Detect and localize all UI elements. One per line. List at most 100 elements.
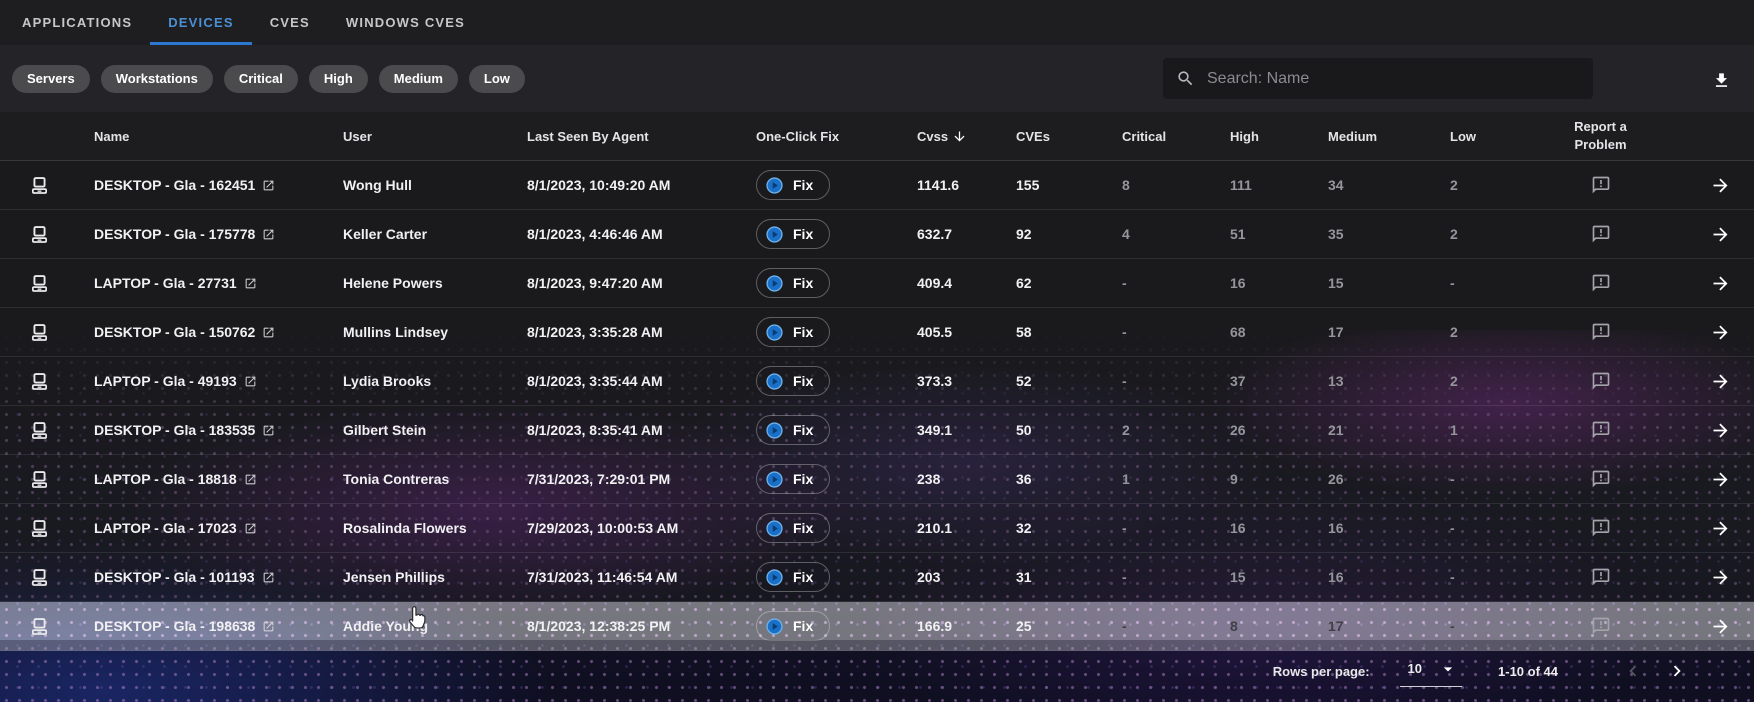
cves-count: 25 — [1016, 618, 1122, 634]
one-click-fix-button[interactable]: Fix — [756, 219, 830, 249]
header-one-click-fix[interactable]: One-Click Fix — [756, 129, 917, 144]
report-problem-button[interactable] — [1589, 467, 1613, 491]
low-count: 1 — [1450, 422, 1553, 438]
tab-windows-cves[interactable]: WINDOWS CVES — [328, 0, 483, 45]
report-problem-button[interactable] — [1589, 418, 1613, 442]
table-row[interactable]: LAPTOP - Gla - 27731 Helene Powers 8/1/2… — [0, 259, 1754, 308]
previous-page-button[interactable] — [1620, 658, 1646, 684]
table-row[interactable]: DESKTOP - Gla - 101193 Jensen Phillips 7… — [0, 553, 1754, 602]
open-in-new-icon[interactable] — [244, 375, 257, 388]
header-cves[interactable]: CVEs — [1016, 129, 1122, 144]
report-problem-icon — [1591, 224, 1611, 244]
header-critical[interactable]: Critical — [1122, 129, 1230, 144]
search-input[interactable] — [1205, 69, 1580, 89]
table-row[interactable]: DESKTOP - Gla - 175778 Keller Carter 8/1… — [0, 210, 1754, 259]
report-problem-button[interactable] — [1589, 320, 1613, 344]
one-click-fix-button[interactable]: Fix — [756, 366, 830, 396]
table-row[interactable]: LAPTOP - Gla - 17023 Rosalinda Flowers 7… — [0, 504, 1754, 553]
header-high[interactable]: High — [1230, 129, 1328, 144]
play-circle-icon — [765, 421, 784, 440]
high-count: 16 — [1230, 520, 1328, 536]
open-in-new-icon[interactable] — [244, 473, 257, 486]
row-detail-arrow-button[interactable] — [1708, 173, 1733, 198]
row-detail-arrow-button[interactable] — [1708, 516, 1733, 541]
table-row[interactable]: LAPTOP - Gla - 18818 Tonia Contreras 7/3… — [0, 455, 1754, 504]
header-cvss[interactable]: Cvss — [917, 129, 1016, 144]
cves-count: 32 — [1016, 520, 1122, 536]
report-problem-button[interactable] — [1589, 614, 1613, 638]
table-row[interactable]: DESKTOP - Gla - 162451 Wong Hull 8/1/202… — [0, 161, 1754, 210]
open-in-new-icon[interactable] — [262, 424, 275, 437]
one-click-fix-button[interactable]: Fix — [756, 513, 830, 543]
device-name-link[interactable]: LAPTOP - Gla - 18818 — [94, 471, 237, 487]
device-name-link[interactable]: DESKTOP - Gla - 175778 — [94, 226, 255, 242]
row-detail-arrow-button[interactable] — [1708, 565, 1733, 590]
low-count: - — [1450, 520, 1553, 536]
device-name-link[interactable]: DESKTOP - Gla - 150762 — [94, 324, 255, 340]
table-row[interactable]: DESKTOP - Gla - 183535 Gilbert Stein 8/1… — [0, 406, 1754, 455]
row-detail-arrow-button[interactable] — [1708, 614, 1733, 639]
chip-low[interactable]: Low — [469, 65, 525, 93]
chip-servers[interactable]: Servers — [12, 65, 90, 93]
open-in-new-icon[interactable] — [262, 228, 275, 241]
one-click-fix-button[interactable]: Fix — [756, 464, 830, 494]
device-name-link[interactable]: LAPTOP - Gla - 17023 — [94, 520, 237, 536]
row-detail-arrow-button[interactable] — [1708, 369, 1733, 394]
one-click-fix-button[interactable]: Fix — [756, 611, 830, 641]
report-problem-button[interactable] — [1589, 516, 1613, 540]
chip-critical[interactable]: Critical — [224, 65, 298, 93]
rows-per-page-select[interactable]: 10 — [1400, 656, 1462, 687]
play-circle-icon — [765, 568, 784, 587]
chip-medium[interactable]: Medium — [379, 65, 458, 93]
report-problem-button[interactable] — [1589, 271, 1613, 295]
next-page-button[interactable] — [1664, 658, 1690, 684]
header-user[interactable]: User — [343, 129, 527, 144]
device-name-link[interactable]: DESKTOP - Gla - 162451 — [94, 177, 255, 193]
low-count: 2 — [1450, 177, 1553, 193]
open-in-new-icon[interactable] — [244, 522, 257, 535]
open-in-new-icon[interactable] — [262, 179, 275, 192]
open-in-new-icon[interactable] — [244, 277, 257, 290]
one-click-fix-button[interactable]: Fix — [756, 268, 830, 298]
table-row[interactable]: DESKTOP - Gla - 150762 Mullins Lindsey 8… — [0, 308, 1754, 357]
table-row[interactable]: LAPTOP - Gla - 49193 Lydia Brooks 8/1/20… — [0, 357, 1754, 406]
open-in-new-icon[interactable] — [262, 571, 275, 584]
open-in-new-icon[interactable] — [262, 620, 275, 633]
high-count: 16 — [1230, 275, 1328, 291]
download-button[interactable] — [1708, 67, 1735, 94]
report-problem-button[interactable] — [1589, 173, 1613, 197]
one-click-fix-button[interactable]: Fix — [756, 562, 830, 592]
play-circle-icon — [765, 323, 784, 342]
device-name-link[interactable]: LAPTOP - Gla - 27731 — [94, 275, 237, 291]
device-name-link[interactable]: DESKTOP - Gla - 101193 — [94, 569, 255, 585]
one-click-fix-button[interactable]: Fix — [756, 415, 830, 445]
one-click-fix-button[interactable]: Fix — [756, 170, 830, 200]
one-click-fix-button[interactable]: Fix — [756, 317, 830, 347]
device-name-link[interactable]: DESKTOP - Gla - 198638 — [94, 618, 255, 634]
header-name[interactable]: Name — [94, 129, 343, 144]
device-name-link[interactable]: DESKTOP - Gla - 183535 — [94, 422, 255, 438]
row-detail-arrow-button[interactable] — [1708, 320, 1733, 345]
row-detail-arrow-button[interactable] — [1708, 222, 1733, 247]
header-low[interactable]: Low — [1450, 129, 1553, 144]
device-computer-icon — [30, 519, 49, 538]
device-name-link[interactable]: LAPTOP - Gla - 49193 — [94, 373, 237, 389]
arrow-forward-icon — [1710, 273, 1731, 294]
row-detail-arrow-button[interactable] — [1708, 418, 1733, 443]
chip-high[interactable]: High — [309, 65, 368, 93]
row-detail-arrow-button[interactable] — [1708, 467, 1733, 492]
report-problem-icon — [1591, 616, 1611, 636]
tab-cves[interactable]: CVES — [252, 0, 328, 45]
row-detail-arrow-button[interactable] — [1708, 271, 1733, 296]
header-last-seen[interactable]: Last Seen By Agent — [527, 129, 756, 144]
chip-workstations[interactable]: Workstations — [101, 65, 213, 93]
report-problem-button[interactable] — [1589, 222, 1613, 246]
tab-devices[interactable]: DEVICES — [150, 0, 251, 45]
arrow-forward-icon — [1710, 469, 1731, 490]
report-problem-button[interactable] — [1589, 369, 1613, 393]
header-medium[interactable]: Medium — [1328, 129, 1450, 144]
open-in-new-icon[interactable] — [262, 326, 275, 339]
tab-applications[interactable]: APPLICATIONS — [4, 0, 150, 45]
medium-count: 16 — [1328, 569, 1450, 585]
report-problem-button[interactable] — [1589, 565, 1613, 589]
